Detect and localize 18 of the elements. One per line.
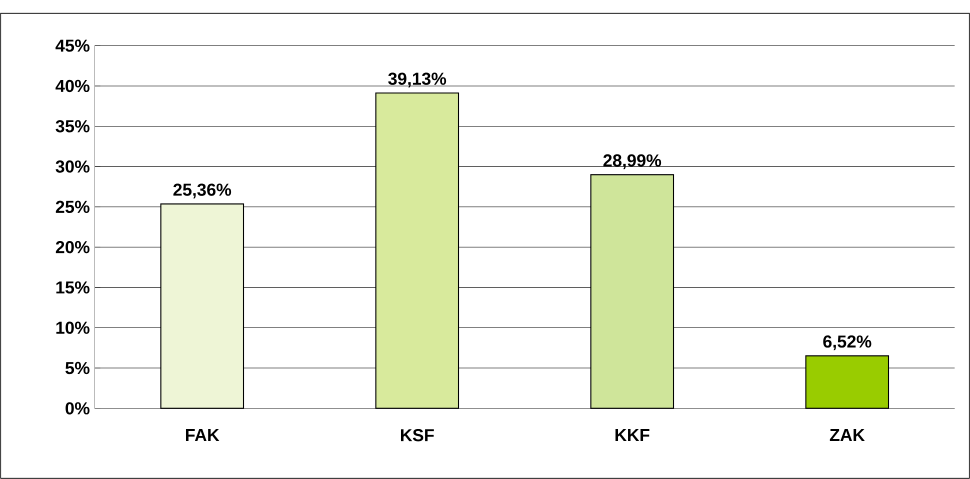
y-tick-label: 15% [56,281,90,294]
data-label: 28,99% [603,154,662,170]
y-tick-label: 25% [56,200,90,213]
y-tick-label: 20% [56,241,90,254]
x-tick-label: KSF [400,429,434,442]
data-label: 39,13% [388,72,446,88]
y-tick-label: 35% [56,120,90,132]
y-tick-label: 0% [66,402,90,414]
y-tick-label: 5% [65,362,90,374]
data-label: 25,36% [173,184,232,198]
y-tick-label: 40% [56,80,90,92]
y-tick-label: 10% [56,322,90,334]
data-label: 6,52% [823,335,872,350]
x-tick-label: ZAK [830,429,865,441]
y-tick-label: 45% [56,40,90,52]
y-tick-label: 30% [56,160,90,173]
x-tick-label: FAK [186,429,220,441]
x-tick-label: KKF [616,429,650,441]
